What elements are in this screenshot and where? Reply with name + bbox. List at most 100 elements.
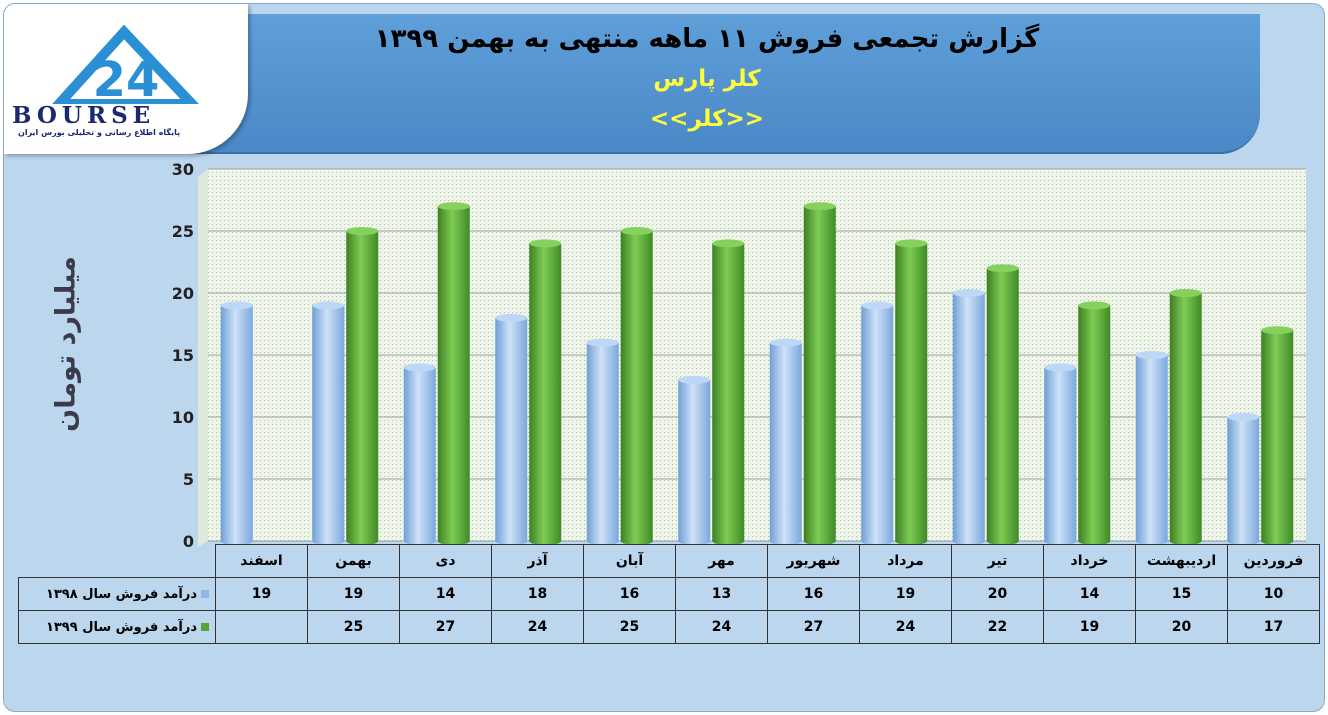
chart-title: گزارش تجمعی فروش ۱۱ ماهه منتهی به بهمن ۱… <box>374 24 1040 54</box>
bar-1398 <box>1135 351 1168 545</box>
bar-body <box>769 342 802 541</box>
bar-base <box>620 537 653 545</box>
table-value: 25 <box>307 610 400 644</box>
bar-top <box>712 239 745 248</box>
bar-1398 <box>1044 363 1077 545</box>
logo-mark-icon: 24 <box>52 24 199 104</box>
table-value: 27 <box>399 610 492 644</box>
bar-top <box>803 202 836 211</box>
bar-top <box>1044 363 1077 372</box>
table-value: 17 <box>1227 610 1320 644</box>
series-name: درآمد فروش سال ۱۳۹۹ <box>45 619 197 635</box>
table-value: 18 <box>491 577 584 611</box>
bar-body <box>861 305 894 541</box>
bar-base <box>986 537 1019 545</box>
month-label: اسفند <box>215 544 308 578</box>
bar-base <box>712 537 745 545</box>
bar-1399 <box>1261 326 1294 545</box>
ticker-symbol: <<کلر>> <box>649 106 765 132</box>
bar-top <box>495 313 528 322</box>
bar-1398 <box>495 313 528 545</box>
series-legend-label: درآمد فروش سال ۱۳۹۸ <box>18 577 216 611</box>
bar-base <box>403 537 436 545</box>
y-tick-label: 25 <box>172 222 194 241</box>
table-value: 24 <box>675 610 768 644</box>
bar-top <box>312 301 345 310</box>
bar-base <box>769 537 802 545</box>
month-label: آذر <box>491 544 584 578</box>
bar-1399 <box>986 264 1019 545</box>
table-value: 19 <box>215 577 308 611</box>
y-axis-label: میلیارد تومان <box>50 256 82 432</box>
bar-top <box>769 338 802 347</box>
bar-top <box>1227 413 1260 421</box>
company-name: کلر پارس <box>653 66 761 92</box>
logo-tagline: پایگاه اطلاع رسانی و تحلیلی بورس ایران <box>18 128 181 137</box>
bar-base <box>861 537 894 545</box>
y-tick-label: 0 <box>183 532 194 551</box>
bar-base <box>437 537 470 545</box>
series-legend-label: درآمد فروش سال ۱۳۹۹ <box>18 610 216 644</box>
bar-base <box>1044 537 1077 545</box>
table-value: 19 <box>859 577 952 611</box>
bar-1399 <box>620 227 653 545</box>
bar-body <box>1261 330 1294 541</box>
table-value: 13 <box>675 577 768 611</box>
bar-top <box>1169 289 1202 297</box>
series-1399-row: درآمد فروش سال ۱۳۹۹ 25 27 24 25 24 27 24 22 19 20 1… <box>18 610 1320 644</box>
bar-1398 <box>586 338 619 545</box>
bar-1398 <box>312 301 345 545</box>
bar-1399 <box>529 239 562 545</box>
bar-body <box>1044 367 1077 541</box>
y-tick-label: 5 <box>183 470 194 489</box>
bar-base <box>678 537 711 545</box>
y-tick-label: 20 <box>172 284 194 303</box>
y-tick-label: 30 <box>172 160 194 179</box>
bar-top <box>986 264 1019 273</box>
series-name: درآمد فروش سال ۱۳۹۸ <box>45 586 197 602</box>
bar-base <box>1169 537 1202 545</box>
legend-swatch-icon <box>201 590 209 598</box>
bar-body <box>895 243 928 541</box>
bar-1399 <box>803 202 836 545</box>
bar-top <box>437 202 470 211</box>
bar-1399 <box>346 227 379 545</box>
table-value: 15 <box>1135 577 1228 611</box>
table-value: 14 <box>399 577 492 611</box>
bar-base <box>529 537 562 545</box>
bar-1399 <box>1078 301 1111 545</box>
header-banner: گزارش تجمعی فروش ۱۱ ماهه منتهی به بهمن ۱… <box>154 14 1260 154</box>
series-1398-row: درآمد فروش سال ۱۳۹۸ 19 19 14 18 16 13 16 19 20 14 1… <box>18 577 1320 611</box>
month-label: تیر <box>951 544 1044 578</box>
bar-body <box>678 379 711 541</box>
table-value: 10 <box>1227 577 1320 611</box>
bar-1398 <box>952 289 985 545</box>
bar-chart: 0 5 10 15 20 25 30 <box>172 160 1306 551</box>
bar-1399 <box>895 239 928 545</box>
bar-base <box>1227 537 1260 545</box>
month-label: اردیبهشت <box>1135 544 1228 578</box>
month-label: مرداد <box>859 544 952 578</box>
bar-base <box>895 537 928 545</box>
bar-top <box>895 239 928 248</box>
table-corner <box>18 544 216 578</box>
bar-base <box>952 537 985 545</box>
table-value: 16 <box>583 577 676 611</box>
bar-base <box>1078 537 1111 545</box>
bar-1398 <box>220 301 253 545</box>
month-label: دی <box>399 544 492 578</box>
bar-1399 <box>1169 289 1202 545</box>
bar-top <box>403 363 436 372</box>
bar-base <box>803 537 836 545</box>
bar-body <box>312 305 345 541</box>
bar-top <box>678 375 711 384</box>
logo-number: 24 <box>93 52 160 104</box>
bar-1398 <box>769 338 802 545</box>
bar-top <box>586 338 619 347</box>
bar-top <box>952 289 985 297</box>
bar-1398 <box>1227 413 1260 545</box>
table-value <box>215 610 308 644</box>
bar-top <box>220 301 253 310</box>
table-value: 19 <box>307 577 400 611</box>
month-label: آبان <box>583 544 676 578</box>
